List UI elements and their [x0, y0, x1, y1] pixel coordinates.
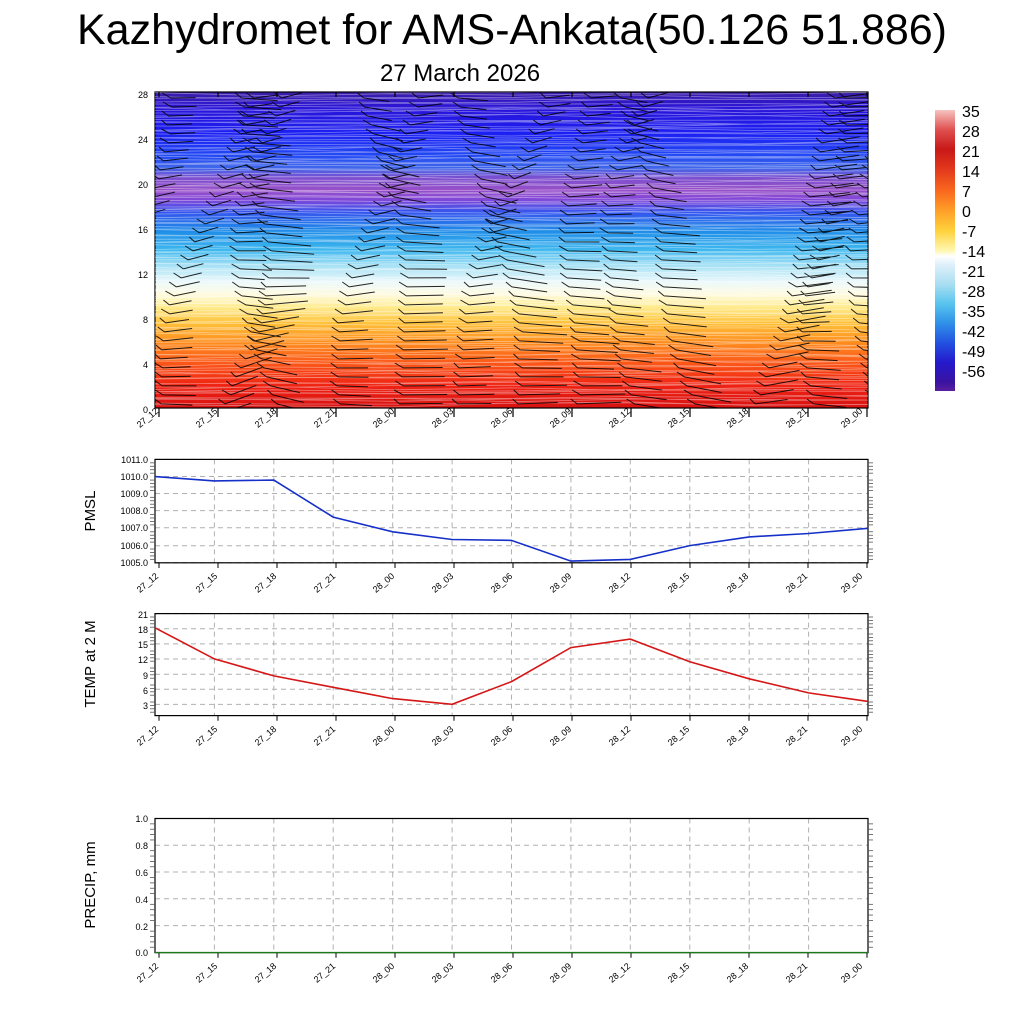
svg-text:0.8: 0.8: [135, 841, 148, 851]
svg-text:28_12: 28_12: [607, 961, 633, 985]
svg-text:0.4: 0.4: [135, 895, 148, 905]
svg-text:28_18: 28_18: [725, 961, 751, 985]
svg-text:27_15: 27_15: [194, 961, 220, 985]
svg-text:0.0: 0.0: [135, 948, 148, 958]
svg-text:0.2: 0.2: [135, 922, 148, 932]
svg-text:1.0: 1.0: [135, 814, 148, 824]
svg-text:27_18: 27_18: [253, 961, 279, 985]
svg-text:27_12: 27_12: [135, 961, 161, 985]
svg-text:29_00: 29_00: [839, 961, 865, 985]
svg-text:28_06: 28_06: [489, 961, 515, 985]
svg-text:28_00: 28_00: [371, 961, 397, 985]
svg-text:28_09: 28_09: [548, 961, 574, 985]
svg-text:28_21: 28_21: [784, 961, 810, 985]
svg-text:27_21: 27_21: [312, 961, 338, 985]
svg-text:PRECIP, mm: PRECIP, mm: [82, 841, 99, 928]
svg-text:0.6: 0.6: [135, 868, 148, 878]
svg-text:28_15: 28_15: [666, 961, 692, 985]
svg-text:28_03: 28_03: [430, 961, 456, 985]
